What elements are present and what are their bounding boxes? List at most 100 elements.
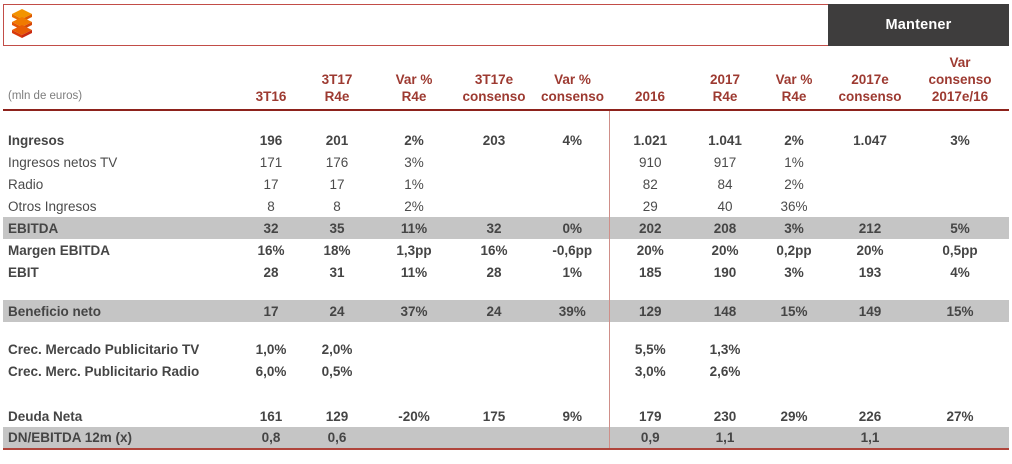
- cell-value: 193: [858, 264, 882, 280]
- cell-value: [536, 173, 609, 195]
- cell-value: 208: [691, 217, 759, 239]
- column-header-units: (mln de euros): [3, 54, 244, 110]
- cell-value: 175: [482, 408, 506, 424]
- column-header-2017e-consenso: 2017e consenso: [838, 72, 902, 104]
- cell-value: [911, 360, 1009, 382]
- cell-value: 32: [244, 217, 298, 239]
- table-row: Deuda Neta 161 129 -20% 175 9% 179 230 2…: [3, 405, 1009, 427]
- cell-value: 39%: [536, 300, 609, 322]
- cell-value: 1%: [404, 176, 424, 192]
- cell-value: 3%: [950, 132, 970, 148]
- spacer-row: [3, 110, 1009, 129]
- cell-value: 4%: [950, 264, 970, 280]
- cell-value: [759, 427, 829, 449]
- cell-value: 2%: [784, 132, 804, 148]
- cell-value: 0%: [536, 217, 609, 239]
- cell-value: [911, 151, 1009, 173]
- spacer-cell: [536, 382, 609, 405]
- spacer-cell: [829, 322, 911, 338]
- header-row: (mln de euros) 3T16 3T17 R4e Var % R4e 3T1…: [3, 54, 1009, 110]
- cell-value: [452, 360, 536, 382]
- spacer-cell: [911, 110, 1009, 129]
- spacer-cell: [536, 322, 609, 338]
- cell-value: [759, 360, 829, 382]
- table-row: EBIT 28 31 11% 28 1% 185 190 3% 193 4%: [3, 261, 1009, 283]
- column-header-var-consenso-2017e-16: Var consenso 2017e/16: [928, 55, 992, 104]
- cell-value: 11%: [400, 264, 428, 280]
- column-header-var-r4e-y: Var % R4e: [775, 72, 813, 104]
- spacer-cell: [608, 322, 691, 338]
- spacer-cell: [3, 382, 244, 405]
- cell-value: 3%: [784, 264, 804, 280]
- cell-value: 27%: [946, 408, 974, 424]
- spacer-cell: [608, 382, 691, 405]
- table-row: Ingresos netos TV 171 176 3% 910 917 1%: [3, 151, 1009, 173]
- cell-value: [536, 195, 609, 217]
- cell-value: 1.047: [853, 132, 887, 148]
- cell-value: [536, 151, 609, 173]
- cell-value: 20%: [608, 239, 691, 261]
- cell-value: 1%: [562, 264, 582, 280]
- cell-value: 2%: [404, 198, 424, 214]
- column-header-3t16: 3T16: [255, 89, 287, 104]
- cell-value: 201: [325, 132, 349, 148]
- table-row: EBITDA 32 35 11% 32 0% 202 208 3% 212 5%: [3, 217, 1009, 239]
- row-label: Ingresos netos TV: [8, 154, 118, 170]
- table-row: Ingresos 196 201 2% 203 4% 1.021 1.041 2…: [3, 129, 1009, 151]
- cell-value: 129: [325, 408, 349, 424]
- cell-value: 20%: [711, 242, 739, 258]
- spacer-cell: [452, 322, 536, 338]
- cell-value: 1.021: [608, 129, 691, 151]
- spacer-cell: [829, 110, 911, 129]
- cell-value: 16%: [257, 242, 285, 258]
- spacer-cell: [829, 283, 911, 300]
- cell-value: [452, 151, 536, 173]
- spacer-cell: [244, 322, 298, 338]
- spacer-cell: [3, 110, 244, 129]
- cell-value: 1.041: [708, 132, 742, 148]
- cell-value: 17: [263, 176, 279, 192]
- spacer-cell: [244, 110, 298, 129]
- cell-value: 171: [259, 154, 283, 170]
- cell-value: [376, 360, 452, 382]
- cell-value: 0,9: [608, 427, 691, 449]
- row-label: EBIT: [8, 264, 39, 280]
- spacer-cell: [244, 382, 298, 405]
- cell-value: 24: [298, 300, 376, 322]
- cell-value: [829, 338, 911, 360]
- cell-value: 0,8: [244, 427, 298, 449]
- units-label: (mln de euros): [8, 90, 83, 102]
- cell-value: 226: [858, 408, 882, 424]
- cell-value: [376, 338, 452, 360]
- spacer-row: [3, 283, 1009, 300]
- column-header-var-consenso-q: Var % consenso: [540, 72, 605, 104]
- spacer-cell: [298, 283, 376, 300]
- cell-value: 129: [608, 300, 691, 322]
- spacer-cell: [298, 322, 376, 338]
- spacer-cell: [691, 283, 759, 300]
- cell-value: 202: [608, 217, 691, 239]
- cell-value: 1,1: [691, 427, 759, 449]
- cell-value: [829, 173, 911, 195]
- spacer-cell: [376, 382, 452, 405]
- spacer-cell: [691, 382, 759, 405]
- cell-value: 5,5%: [608, 338, 691, 360]
- cell-value: 0,5%: [321, 363, 353, 379]
- table-row: Radio 17 17 1% 82 84 2%: [3, 173, 1009, 195]
- cell-value: 2%: [784, 176, 804, 192]
- cell-value: 36%: [780, 198, 808, 214]
- cell-value: 3%: [404, 154, 424, 170]
- cell-value: [536, 338, 609, 360]
- table-row: Crec. Merc. Publicitario Radio 6,0% 0,5%…: [3, 360, 1009, 382]
- cell-value: 149: [829, 300, 911, 322]
- table-row: Otros Ingresos 8 8 2% 29 40 36%: [3, 195, 1009, 217]
- row-label: Radio: [8, 176, 44, 192]
- spacer-cell: [911, 283, 1009, 300]
- row-label: Otros Ingresos: [8, 198, 97, 214]
- cell-value: [829, 360, 911, 382]
- cell-value: 1,0%: [255, 341, 287, 357]
- cell-value: 212: [829, 217, 911, 239]
- column-header-var-r4e-q: Var % R4e: [395, 72, 433, 104]
- row-label: Margen EBITDA: [8, 242, 111, 258]
- cell-value: 176: [325, 154, 349, 170]
